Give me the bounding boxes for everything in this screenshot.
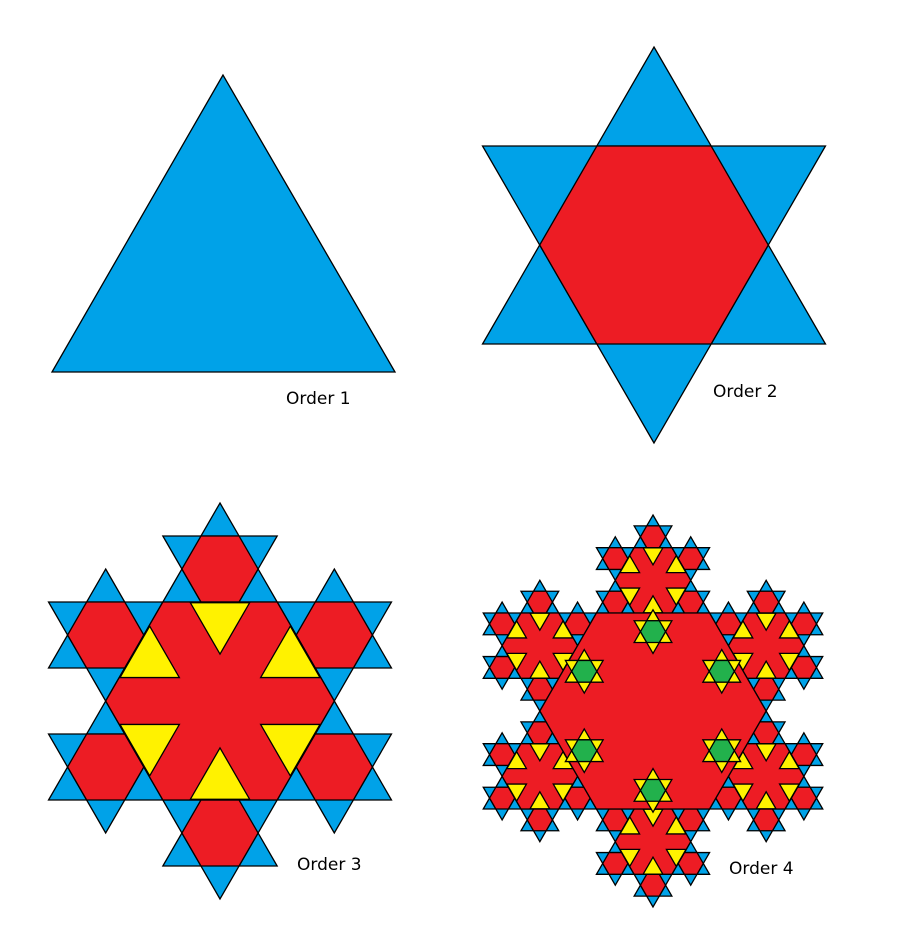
inner-triangle (505, 652, 528, 672)
inner-triangle (189, 746, 251, 800)
inner-triangle (505, 619, 528, 639)
inner-triangle (552, 783, 574, 803)
triangle (50, 73, 397, 373)
star-core-hexagon (752, 808, 780, 832)
inner-triangle (259, 624, 322, 679)
inner-triangle (755, 790, 778, 810)
star-core-hexagon (526, 808, 554, 832)
inner-green-hexagon (639, 620, 667, 644)
inner-triangle (732, 619, 754, 639)
inner-triangle (755, 612, 778, 632)
inner-triangle (755, 659, 778, 679)
inner-triangle (528, 612, 551, 632)
inner-triangle (618, 554, 641, 574)
star-core-hexagon (538, 145, 770, 345)
order-4-label: Order 4 (729, 859, 794, 879)
inner-green-hexagon (570, 739, 598, 763)
inner-triangle (778, 750, 801, 770)
star-core-hexagon (526, 590, 554, 614)
order-1-figure (50, 73, 397, 373)
inner-triangle (665, 815, 688, 835)
inner-triangle (618, 815, 641, 835)
inner-triangle (732, 783, 754, 803)
inner-triangle (778, 783, 801, 803)
star-core-hexagon (752, 590, 780, 614)
inner-triangle (505, 783, 528, 803)
inner-green-hexagon (639, 778, 667, 802)
inner-triangle (618, 848, 641, 868)
inner-green-hexagon (570, 659, 598, 683)
inner-triangle (118, 723, 181, 778)
inner-triangle (755, 743, 778, 763)
inner-triangle (778, 652, 801, 672)
inner-triangle (642, 547, 664, 567)
inner-triangle (259, 723, 322, 778)
inner-triangle (642, 855, 664, 875)
inner-triangle (528, 659, 551, 679)
inner-triangle (778, 619, 801, 639)
inner-green-hexagon (708, 659, 736, 683)
inner-triangle (665, 587, 688, 607)
inner-triangle (505, 750, 528, 770)
order-3-label: Order 3 (297, 855, 362, 875)
order-2-figure (481, 45, 827, 445)
order-3-figure (47, 501, 393, 901)
inner-triangle (618, 587, 641, 607)
inner-triangle (189, 602, 251, 656)
star-core-hexagon (639, 525, 667, 549)
inner-triangle (665, 554, 688, 574)
order-2-label: Order 2 (713, 382, 778, 402)
star-core-hexagon (639, 873, 667, 897)
order-4-figure (482, 513, 824, 909)
inner-triangle (665, 848, 688, 868)
order-1-label: Order 1 (286, 389, 351, 409)
inner-green-hexagon (708, 739, 736, 763)
inner-triangle (118, 624, 181, 679)
inner-triangle (528, 790, 551, 810)
inner-triangle (528, 743, 551, 763)
inner-triangle (552, 619, 574, 639)
